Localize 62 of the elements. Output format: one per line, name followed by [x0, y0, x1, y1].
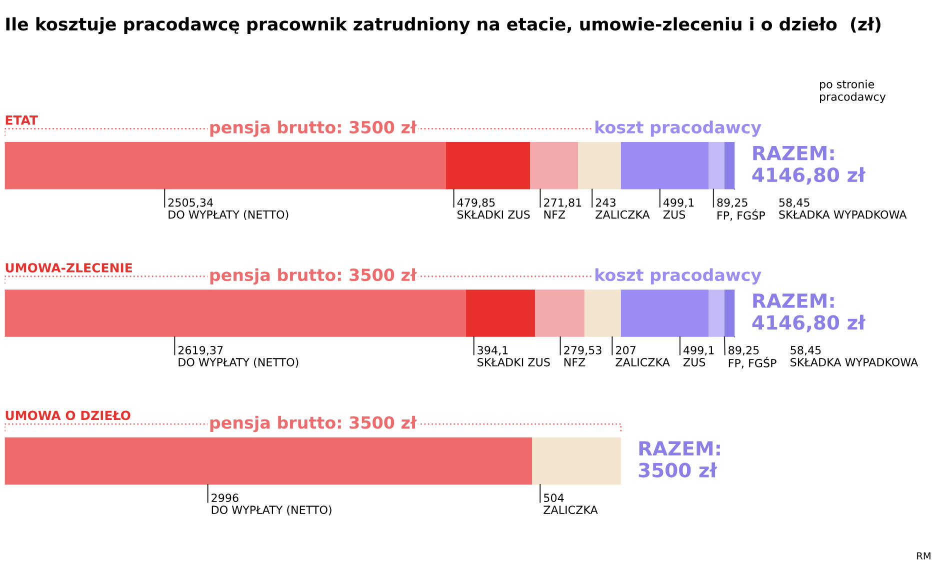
data-label: 89,25 [717, 198, 748, 208]
bar [708, 290, 724, 337]
series-label: DO WYPŁATY (NETTO) [178, 358, 298, 368]
bar [724, 142, 735, 190]
bar [466, 290, 536, 337]
bar [620, 290, 709, 337]
total-label: RAZEM: 3500 zł [638, 441, 720, 478]
data-label: 2505,34 [168, 198, 213, 208]
annotation: koszt pracodawcy [595, 268, 762, 285]
data-label: 271,81 [544, 198, 582, 208]
total-label: RAZEM: 4146,80 zł [752, 294, 866, 332]
data-label: 58,45 [779, 198, 810, 208]
series-label: ZALICZKA [616, 358, 670, 366]
y-tick-label: UMOWA O DZIEŁO [6, 410, 130, 420]
text: SKŁADKA WYPADKOWA [790, 358, 918, 366]
bar [535, 290, 584, 337]
bar [4, 142, 446, 190]
bar [584, 290, 621, 337]
text: po stronie pracodawcy [820, 80, 886, 103]
text: RM [917, 552, 930, 560]
text: ZALICZKA [596, 210, 650, 219]
bar [4, 290, 466, 337]
bar [578, 142, 621, 190]
bar [4, 437, 532, 485]
bar [446, 142, 530, 190]
annotation: pensja brutto: 3500 zł [210, 268, 417, 285]
text: FP, FGŚP [728, 356, 776, 368]
data-label: 2996 [212, 494, 238, 502]
data-label: 499,1 [684, 346, 714, 356]
data-label: 58,45 [790, 346, 821, 356]
series-label: SKŁADKI ZUS [478, 358, 550, 366]
data-label: 499,1 [663, 198, 694, 208]
text: DO WYPŁATY (NETTO) [212, 505, 332, 516]
series-label: NFZ [564, 358, 586, 366]
text: DO WYPŁATY (NETTO) [168, 210, 288, 220]
text: ZALICZKA [544, 506, 598, 514]
total-label: RAZEM: 4146,80 zł [752, 146, 866, 185]
series-label: ZUS [683, 358, 706, 366]
bar [530, 142, 578, 190]
text: ZUS [663, 210, 686, 219]
data-label: 243 [596, 198, 616, 207]
annotation: pensja brutto: 3500 zł [210, 120, 417, 137]
chart-title: Ile kosztuje pracodawcę pracownik zatrudniony na etacie, umowie-zleceniu i o dzieło (zł) [6, 17, 880, 34]
bar [708, 142, 724, 190]
annotation: pensja brutto: 3500 zł [210, 416, 417, 432]
y-tick-label: UMOWA-ZLECENIE [6, 263, 132, 272]
y-tick-label: ETAT [6, 116, 38, 125]
data-label: 394,1 [478, 346, 508, 356]
annotation: koszt pracodawcy [595, 120, 762, 137]
data-label: 207 [616, 346, 636, 354]
data-label: 479,85 [457, 198, 495, 208]
data-label: 279,53 [564, 346, 602, 356]
text: SKŁADKA WYPADKOWA [779, 210, 907, 219]
data-label: 89,25 [728, 346, 759, 356]
series-label: FP, FGŚP [718, 209, 765, 221]
data-label: 2619,37 [178, 346, 223, 356]
bar [620, 142, 709, 190]
bar [532, 437, 621, 485]
text: SKŁADKI ZUS [458, 210, 530, 219]
bar [724, 290, 735, 337]
data-label: 504 [544, 494, 564, 502]
text: NFZ [544, 210, 566, 219]
